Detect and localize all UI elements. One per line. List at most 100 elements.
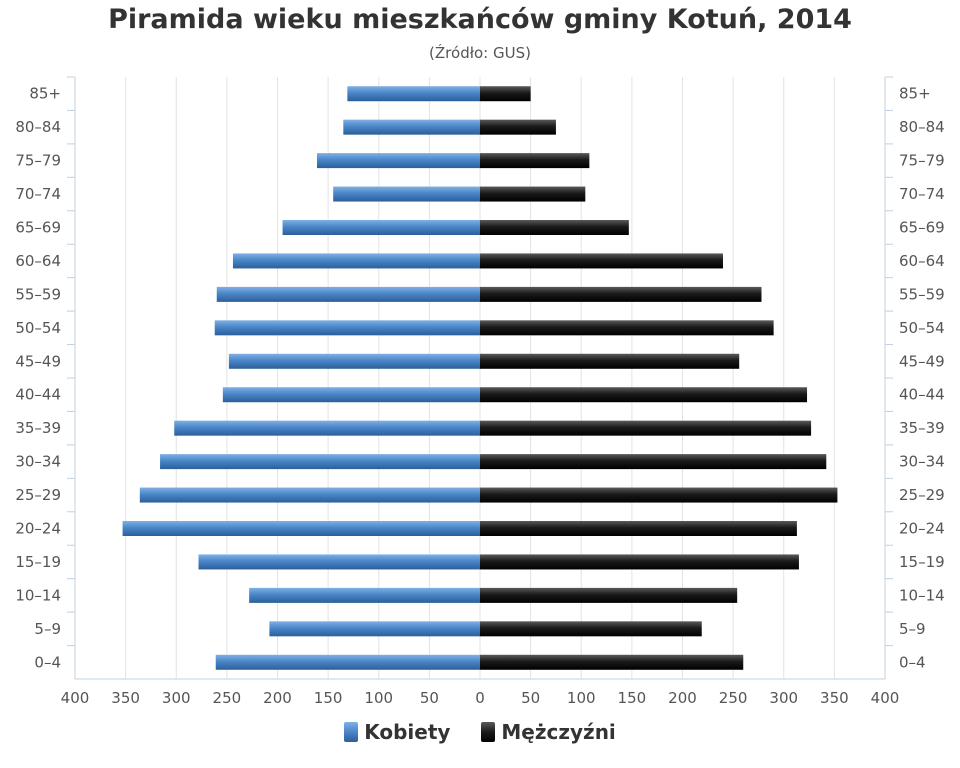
y-tick-label-right: 75–79 <box>899 152 945 170</box>
legend-item-female[interactable]: Kobiety <box>344 720 450 744</box>
bar-male[interactable] <box>480 320 774 336</box>
y-tick-label-right: 60–64 <box>899 252 945 270</box>
y-tick-label-left: 5–9 <box>34 620 61 638</box>
bar-male[interactable] <box>480 454 827 470</box>
y-tick-label-left: 55–59 <box>15 285 61 303</box>
y-tick-label-right: 20–24 <box>899 520 945 538</box>
y-tick-label-right: 10–14 <box>899 586 945 604</box>
bar-male[interactable] <box>480 587 738 603</box>
bar-female[interactable] <box>160 454 481 470</box>
bar-female[interactable] <box>316 153 480 169</box>
y-tick-label-right: 55–59 <box>899 285 945 303</box>
x-tick-label: 150 <box>618 689 647 707</box>
bar-male[interactable] <box>480 286 762 302</box>
y-tick-label-left: 50–54 <box>15 319 61 337</box>
x-tick-label: 100 <box>567 689 596 707</box>
legend-item-male[interactable]: Mężczyźni <box>481 720 616 744</box>
bar-female[interactable] <box>216 286 480 302</box>
y-tick-label-left: 10–14 <box>15 586 61 604</box>
y-tick-label-left: 40–44 <box>15 386 61 404</box>
legend-swatch-female <box>344 722 359 742</box>
y-tick-label-right: 50–54 <box>899 319 945 337</box>
y-tick-label-right: 45–49 <box>899 352 945 370</box>
bar-female[interactable] <box>249 587 480 603</box>
x-tick-label: 300 <box>162 689 191 707</box>
bar-female[interactable] <box>139 487 481 503</box>
bar-female[interactable] <box>347 86 480 102</box>
y-tick-label-right: 15–19 <box>899 553 945 571</box>
bar-male[interactable] <box>480 86 531 102</box>
bar-male[interactable] <box>480 119 556 135</box>
x-tick-label: 400 <box>61 689 90 707</box>
x-tick-label: 0 <box>475 689 485 707</box>
y-tick-label-right: 40–44 <box>899 386 945 404</box>
bar-male[interactable] <box>480 186 586 202</box>
legend-swatch-male <box>481 722 496 742</box>
y-tick-label-left: 70–74 <box>15 185 61 203</box>
y-tick-label-right: 0–4 <box>899 653 926 671</box>
x-tick-label: 200 <box>668 689 697 707</box>
bar-male[interactable] <box>480 487 838 503</box>
x-tick-label: 150 <box>314 689 343 707</box>
bar-female[interactable] <box>222 387 480 403</box>
y-tick-label-left: 60–64 <box>15 252 61 270</box>
x-tick-label: 350 <box>820 689 849 707</box>
y-tick-label-left: 30–34 <box>15 453 61 471</box>
bar-male[interactable] <box>480 220 629 235</box>
y-tick-label-left: 0–4 <box>34 653 61 671</box>
bar-female[interactable] <box>215 654 481 670</box>
bar-male[interactable] <box>480 654 744 670</box>
x-tick-label: 250 <box>719 689 748 707</box>
y-tick-label-right: 35–39 <box>899 419 945 437</box>
y-tick-label-left: 20–24 <box>15 520 61 538</box>
y-tick-label-left: 25–29 <box>15 486 61 504</box>
y-tick-label-left: 45–49 <box>15 352 61 370</box>
x-tick-label: 50 <box>420 689 439 707</box>
bar-female[interactable] <box>174 420 480 436</box>
bar-male[interactable] <box>480 253 723 269</box>
y-tick-label-right: 65–69 <box>899 219 945 237</box>
y-tick-label-left: 15–19 <box>15 553 61 571</box>
bar-female[interactable] <box>269 621 480 637</box>
bar-male[interactable] <box>480 554 799 570</box>
bar-female[interactable] <box>232 253 480 269</box>
bar-male[interactable] <box>480 420 812 436</box>
y-tick-label-left: 80–84 <box>15 118 61 136</box>
x-tick-label: 200 <box>263 689 292 707</box>
x-tick-label: 50 <box>521 689 540 707</box>
bar-male[interactable] <box>480 387 808 403</box>
y-tick-label-right: 5–9 <box>899 620 926 638</box>
bar-male[interactable] <box>480 153 590 169</box>
x-tick-label: 400 <box>871 689 900 707</box>
bar-male[interactable] <box>480 621 702 637</box>
bar-female[interactable] <box>333 186 480 202</box>
bar-male[interactable] <box>480 353 740 369</box>
bar-female[interactable] <box>214 320 480 336</box>
x-tick-label: 100 <box>364 689 393 707</box>
chart-subtitle: (Źródło: GUS) <box>429 44 531 62</box>
bar-female[interactable] <box>122 521 481 536</box>
y-tick-label-left: 65–69 <box>15 219 61 237</box>
y-tick-label-right: 30–34 <box>899 453 945 471</box>
y-tick-label-left: 75–79 <box>15 152 61 170</box>
bar-female[interactable] <box>198 554 480 570</box>
y-tick-label-right: 85+ <box>899 85 931 103</box>
x-tick-label: 350 <box>111 689 140 707</box>
legend-label-male: Mężczyźni <box>501 720 616 744</box>
chart-title: Piramida wieku mieszkańców gminy Kotuń, … <box>108 4 852 35</box>
legend-label-female: Kobiety <box>364 720 451 744</box>
bar-female[interactable] <box>343 119 480 135</box>
y-tick-label-right: 80–84 <box>899 118 945 136</box>
x-tick-label: 250 <box>213 689 242 707</box>
bar-male[interactable] <box>480 521 797 536</box>
y-tick-label-right: 70–74 <box>899 185 945 203</box>
y-tick-label-left: 35–39 <box>15 419 61 437</box>
legend: Kobiety Mężczyźni <box>0 720 960 747</box>
bar-female[interactable] <box>282 220 480 235</box>
x-tick-label: 300 <box>769 689 798 707</box>
y-tick-label-left: 85+ <box>29 85 61 103</box>
bar-female[interactable] <box>228 353 480 369</box>
y-tick-label-right: 25–29 <box>899 486 945 504</box>
